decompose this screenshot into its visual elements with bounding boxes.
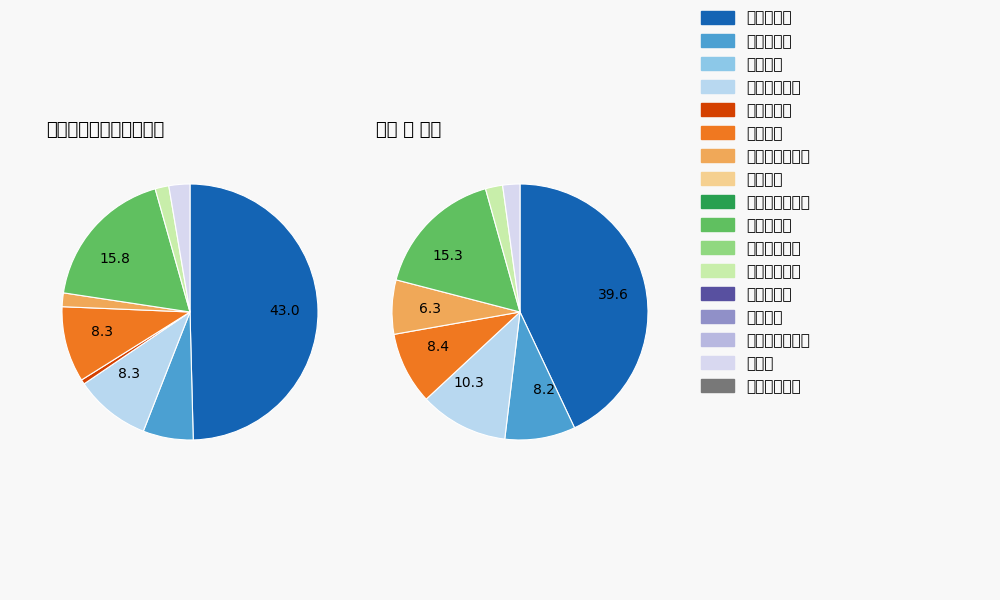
Wedge shape — [520, 184, 648, 428]
Text: 太田 楠 選手: 太田 楠 選手 — [376, 121, 441, 139]
Wedge shape — [426, 312, 520, 439]
Wedge shape — [62, 293, 190, 312]
Wedge shape — [396, 189, 520, 312]
Wedge shape — [503, 184, 520, 312]
Text: パ・リーグ全プレイヤー: パ・リーグ全プレイヤー — [46, 121, 164, 139]
Text: 8.2: 8.2 — [533, 383, 555, 397]
Text: 39.6: 39.6 — [597, 287, 628, 302]
Text: 10.3: 10.3 — [453, 376, 484, 390]
Wedge shape — [505, 312, 575, 440]
Legend: ストレート, ツーシーム, シュート, カットボール, スプリット, フォーク, チェンジアップ, シンカー, 高速スライダー, スライダー, 縦スライダー, : ストレート, ツーシーム, シュート, カットボール, スプリット, フォーク,… — [696, 6, 815, 398]
Wedge shape — [486, 185, 520, 312]
Text: 15.8: 15.8 — [100, 253, 130, 266]
Wedge shape — [82, 312, 190, 384]
Text: 8.3: 8.3 — [91, 325, 113, 340]
Wedge shape — [84, 312, 190, 431]
Text: 8.4: 8.4 — [427, 340, 449, 355]
Text: 15.3: 15.3 — [433, 250, 463, 263]
Wedge shape — [190, 184, 318, 440]
Wedge shape — [62, 307, 190, 380]
Text: 6.3: 6.3 — [419, 302, 441, 316]
Text: 8.3: 8.3 — [118, 367, 140, 381]
Wedge shape — [394, 312, 520, 399]
Wedge shape — [169, 184, 190, 312]
Wedge shape — [392, 280, 520, 334]
Wedge shape — [63, 189, 190, 312]
Text: 43.0: 43.0 — [269, 304, 300, 318]
Wedge shape — [143, 312, 193, 440]
Wedge shape — [155, 186, 190, 312]
